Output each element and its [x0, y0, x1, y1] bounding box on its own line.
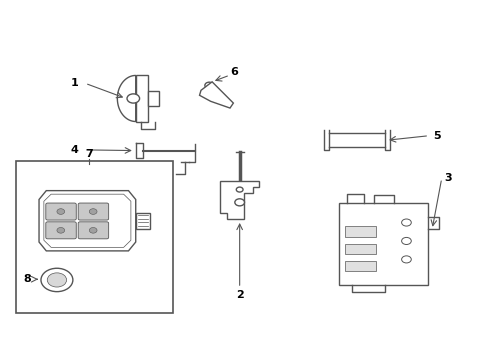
Polygon shape — [136, 213, 150, 229]
Text: 5: 5 — [432, 131, 440, 141]
Text: 6: 6 — [229, 67, 237, 77]
Bar — [344, 244, 375, 255]
Bar — [338, 203, 427, 284]
Text: 4: 4 — [70, 145, 78, 155]
Polygon shape — [44, 194, 131, 247]
Polygon shape — [220, 181, 259, 219]
Circle shape — [47, 273, 66, 287]
Circle shape — [57, 228, 64, 233]
Circle shape — [204, 82, 213, 89]
Bar — [344, 226, 375, 237]
Circle shape — [401, 238, 410, 244]
Polygon shape — [199, 82, 233, 108]
Text: 3: 3 — [444, 173, 451, 183]
Polygon shape — [117, 76, 136, 122]
Text: 7: 7 — [85, 149, 93, 159]
Polygon shape — [147, 91, 159, 106]
Circle shape — [234, 199, 244, 206]
Circle shape — [57, 209, 64, 215]
Text: 8: 8 — [23, 274, 31, 284]
Circle shape — [41, 268, 73, 292]
Text: 2: 2 — [235, 290, 243, 300]
FancyBboxPatch shape — [78, 203, 108, 220]
Circle shape — [236, 187, 243, 192]
FancyBboxPatch shape — [46, 203, 76, 220]
Text: 1: 1 — [70, 78, 78, 88]
Circle shape — [401, 256, 410, 263]
Circle shape — [89, 228, 97, 233]
Circle shape — [401, 219, 410, 226]
Polygon shape — [136, 76, 147, 122]
Bar — [16, 161, 173, 313]
Circle shape — [127, 94, 139, 103]
Circle shape — [89, 209, 97, 215]
Polygon shape — [39, 191, 136, 251]
FancyBboxPatch shape — [78, 222, 108, 239]
FancyBboxPatch shape — [46, 222, 76, 239]
Bar — [344, 261, 375, 271]
